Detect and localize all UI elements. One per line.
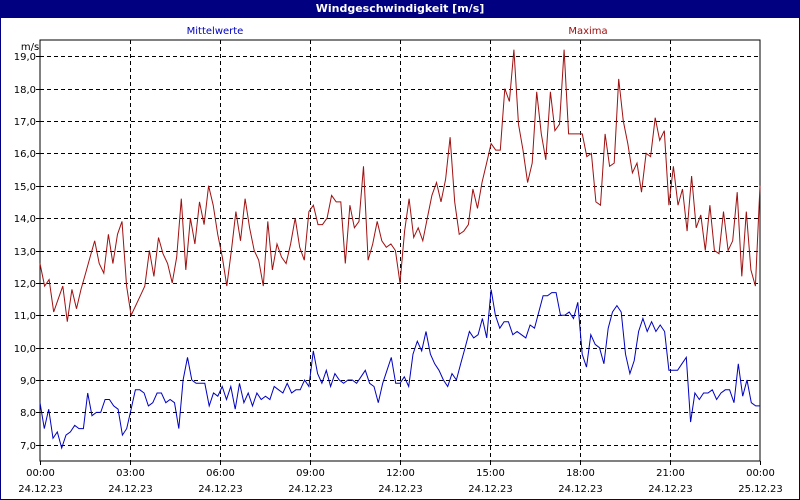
series-layer (39, 49, 761, 450)
y-tick-label: 15,0 (14, 182, 36, 193)
legend-mittelwerte: Mittelwerte (187, 26, 244, 37)
series-line-maxima (39, 49, 761, 322)
y-tick-label: 17,0 (14, 117, 36, 128)
y-tick-label: 9,0 (20, 376, 36, 387)
x-tick-time-label: 06:00 (206, 468, 235, 479)
x-tick-date-label: 24.12.23 (18, 484, 63, 495)
y-tick-label: 7,0 (20, 441, 36, 452)
x-tick-time-label: 15:00 (476, 468, 505, 479)
y-tick-label: 16,0 (14, 149, 36, 160)
x-tick-date-label: 24.12.23 (468, 484, 513, 495)
x-tick-date-label: 24.12.23 (198, 484, 243, 495)
x-tick-time-label: 12:00 (386, 468, 415, 479)
legend-maxima: Maxima (568, 26, 607, 37)
y-tick-label: 12,0 (14, 279, 36, 290)
series-line-mittelwerte (39, 289, 760, 450)
y-tick-label: 8,0 (20, 408, 36, 419)
x-tick-time-label: 18:00 (566, 468, 595, 479)
y-tick-label: 13,0 (14, 247, 36, 258)
x-tick-date-label: 24.12.23 (648, 484, 693, 495)
x-tick-time-label: 00:00 (746, 468, 775, 479)
x-tick-date-label: 25.12.23 (738, 484, 783, 495)
x-tick-time-label: 09:00 (296, 468, 325, 479)
y-axis-unit-label: m/s (21, 42, 39, 53)
x-tick-time-label: 21:00 (656, 468, 685, 479)
y-tick-label: 18,0 (14, 85, 36, 96)
y-axis: 7,0 8,0 9,0 10,0 11,0 12,0 13,0 14,0 15,0 16,0 17,… (14, 52, 40, 452)
window-title: Windgeschwindigkeit [m/s] (315, 2, 485, 15)
y-tick-label: 14,0 (14, 214, 36, 225)
x-tick-date-label: 24.12.23 (378, 484, 423, 495)
x-tick-date-label: 24.12.23 (558, 484, 603, 495)
x-tick-time-label: 00:00 (26, 468, 55, 479)
y-tick-label: 10,0 (14, 344, 36, 355)
x-axis: 00:00 24.12.23 03:00 24.12.23 06:00 24.12.23 0… (18, 461, 783, 495)
grid-lines (40, 40, 760, 461)
x-tick-date-label: 24.12.23 (288, 484, 333, 495)
y-tick-label: 11,0 (14, 311, 36, 322)
y-tick-label: 19,0 (14, 52, 36, 63)
x-tick-date-label: 24.12.23 (108, 484, 153, 495)
window-title-bar: Windgeschwindigkeit [m/s] (0, 0, 800, 18)
x-tick-time-label: 03:00 (116, 468, 145, 479)
